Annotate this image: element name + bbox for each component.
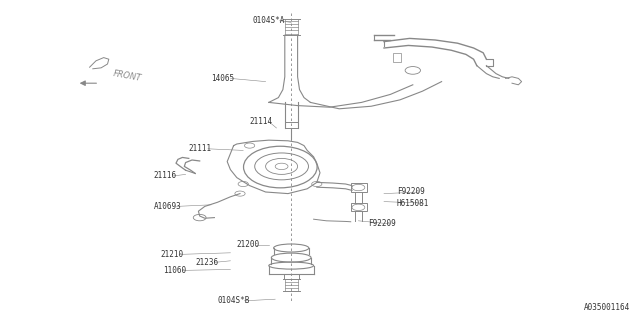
Text: H615081: H615081 <box>397 199 429 208</box>
Text: FRONT: FRONT <box>112 69 142 83</box>
Text: 21114: 21114 <box>250 117 273 126</box>
Text: 21116: 21116 <box>154 172 177 180</box>
Text: F92209: F92209 <box>397 188 424 196</box>
Text: 0104S*B: 0104S*B <box>218 296 250 305</box>
Text: A035001164: A035001164 <box>584 303 630 312</box>
Bar <box>393 53 401 62</box>
Bar <box>351 203 367 211</box>
Text: 21236: 21236 <box>195 258 218 267</box>
Text: 21111: 21111 <box>189 144 212 153</box>
Text: 21200: 21200 <box>237 240 260 249</box>
Text: 14065: 14065 <box>211 74 234 83</box>
Text: A10693: A10693 <box>154 202 181 211</box>
Text: 11060: 11060 <box>163 266 186 275</box>
Text: 21210: 21210 <box>160 250 183 259</box>
Text: 0104S*A: 0104S*A <box>253 16 285 25</box>
Text: F92209: F92209 <box>368 220 396 228</box>
Bar <box>351 183 367 192</box>
